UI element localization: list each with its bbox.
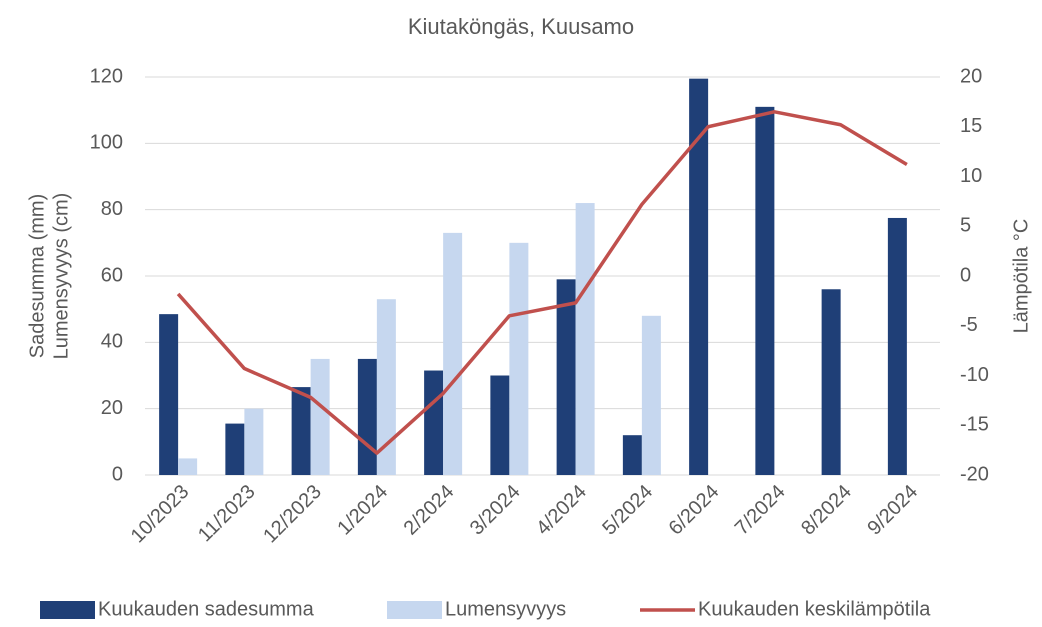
bar: [357, 358, 377, 475]
x-tick-label: 8/2024: [797, 481, 856, 540]
y-tick-label: 20: [101, 397, 123, 419]
bar: [225, 423, 245, 475]
legend-swatch: [40, 601, 95, 619]
legend-label: Kuukauden sadesumma: [98, 598, 315, 620]
y2-axis-label: Lämpötila °C: [1010, 219, 1032, 334]
x-tick-label: 5/2024: [598, 481, 657, 540]
y2-tick-label: 5: [960, 215, 971, 237]
y2-tick-label: -15: [960, 414, 989, 436]
x-tick-label: 7/2024: [731, 481, 790, 540]
x-tick-label: 11/2023: [194, 481, 260, 547]
y-tick-label: 80: [101, 198, 123, 220]
bar: [291, 387, 311, 475]
bar: [821, 289, 841, 475]
y2-tick-label: 15: [960, 115, 982, 137]
y2-tick-label: 10: [960, 165, 982, 187]
bar: [159, 314, 179, 475]
y-tick-label: 0: [112, 463, 123, 485]
y-axis-label: Sadesumma (mm): [26, 194, 48, 358]
bar: [887, 217, 907, 476]
bar: [689, 78, 709, 476]
bar: [310, 358, 330, 475]
y2-tick-label: 20: [960, 65, 982, 87]
legend-label: Lumensyvyys: [445, 598, 566, 620]
bar: [424, 370, 444, 475]
x-tick-label: 6/2024: [665, 481, 724, 540]
y2-tick-label: -20: [960, 463, 989, 485]
y2-tick-label: -5: [960, 314, 978, 336]
x-tick-label: 12/2023: [259, 481, 326, 548]
bar: [755, 106, 775, 475]
x-tick-label: 10/2023: [127, 481, 194, 548]
bar: [376, 299, 396, 475]
y2-tick-label: -10: [960, 364, 989, 386]
bar: [443, 232, 463, 475]
bar: [556, 279, 576, 475]
y-tick-label: 40: [101, 331, 123, 353]
x-tick-label: 1/2024: [333, 481, 392, 540]
y-tick-label: 100: [90, 132, 123, 154]
bar: [509, 242, 529, 475]
bar: [575, 203, 595, 476]
bar: [641, 315, 661, 475]
y2-tick-label: 0: [960, 264, 971, 286]
x-tick-label: 4/2024: [532, 481, 591, 540]
chart-title: Kiutaköngäs, Kuusamo: [408, 14, 634, 39]
x-tick-label: 9/2024: [863, 481, 922, 540]
y-tick-label: 60: [101, 264, 123, 286]
bar: [244, 408, 264, 475]
x-tick-label: 3/2024: [466, 481, 525, 540]
legend-swatch: [387, 601, 442, 619]
y-tick-label: 120: [90, 65, 123, 87]
bar: [178, 458, 198, 475]
y-axis-label: Lumensyvyys (cm): [50, 193, 72, 360]
bar: [622, 435, 642, 475]
bar: [490, 375, 510, 475]
legend-label: Kuukauden keskilämpötila: [698, 598, 931, 620]
x-tick-label: 2/2024: [400, 481, 459, 540]
line: [176, 110, 908, 455]
